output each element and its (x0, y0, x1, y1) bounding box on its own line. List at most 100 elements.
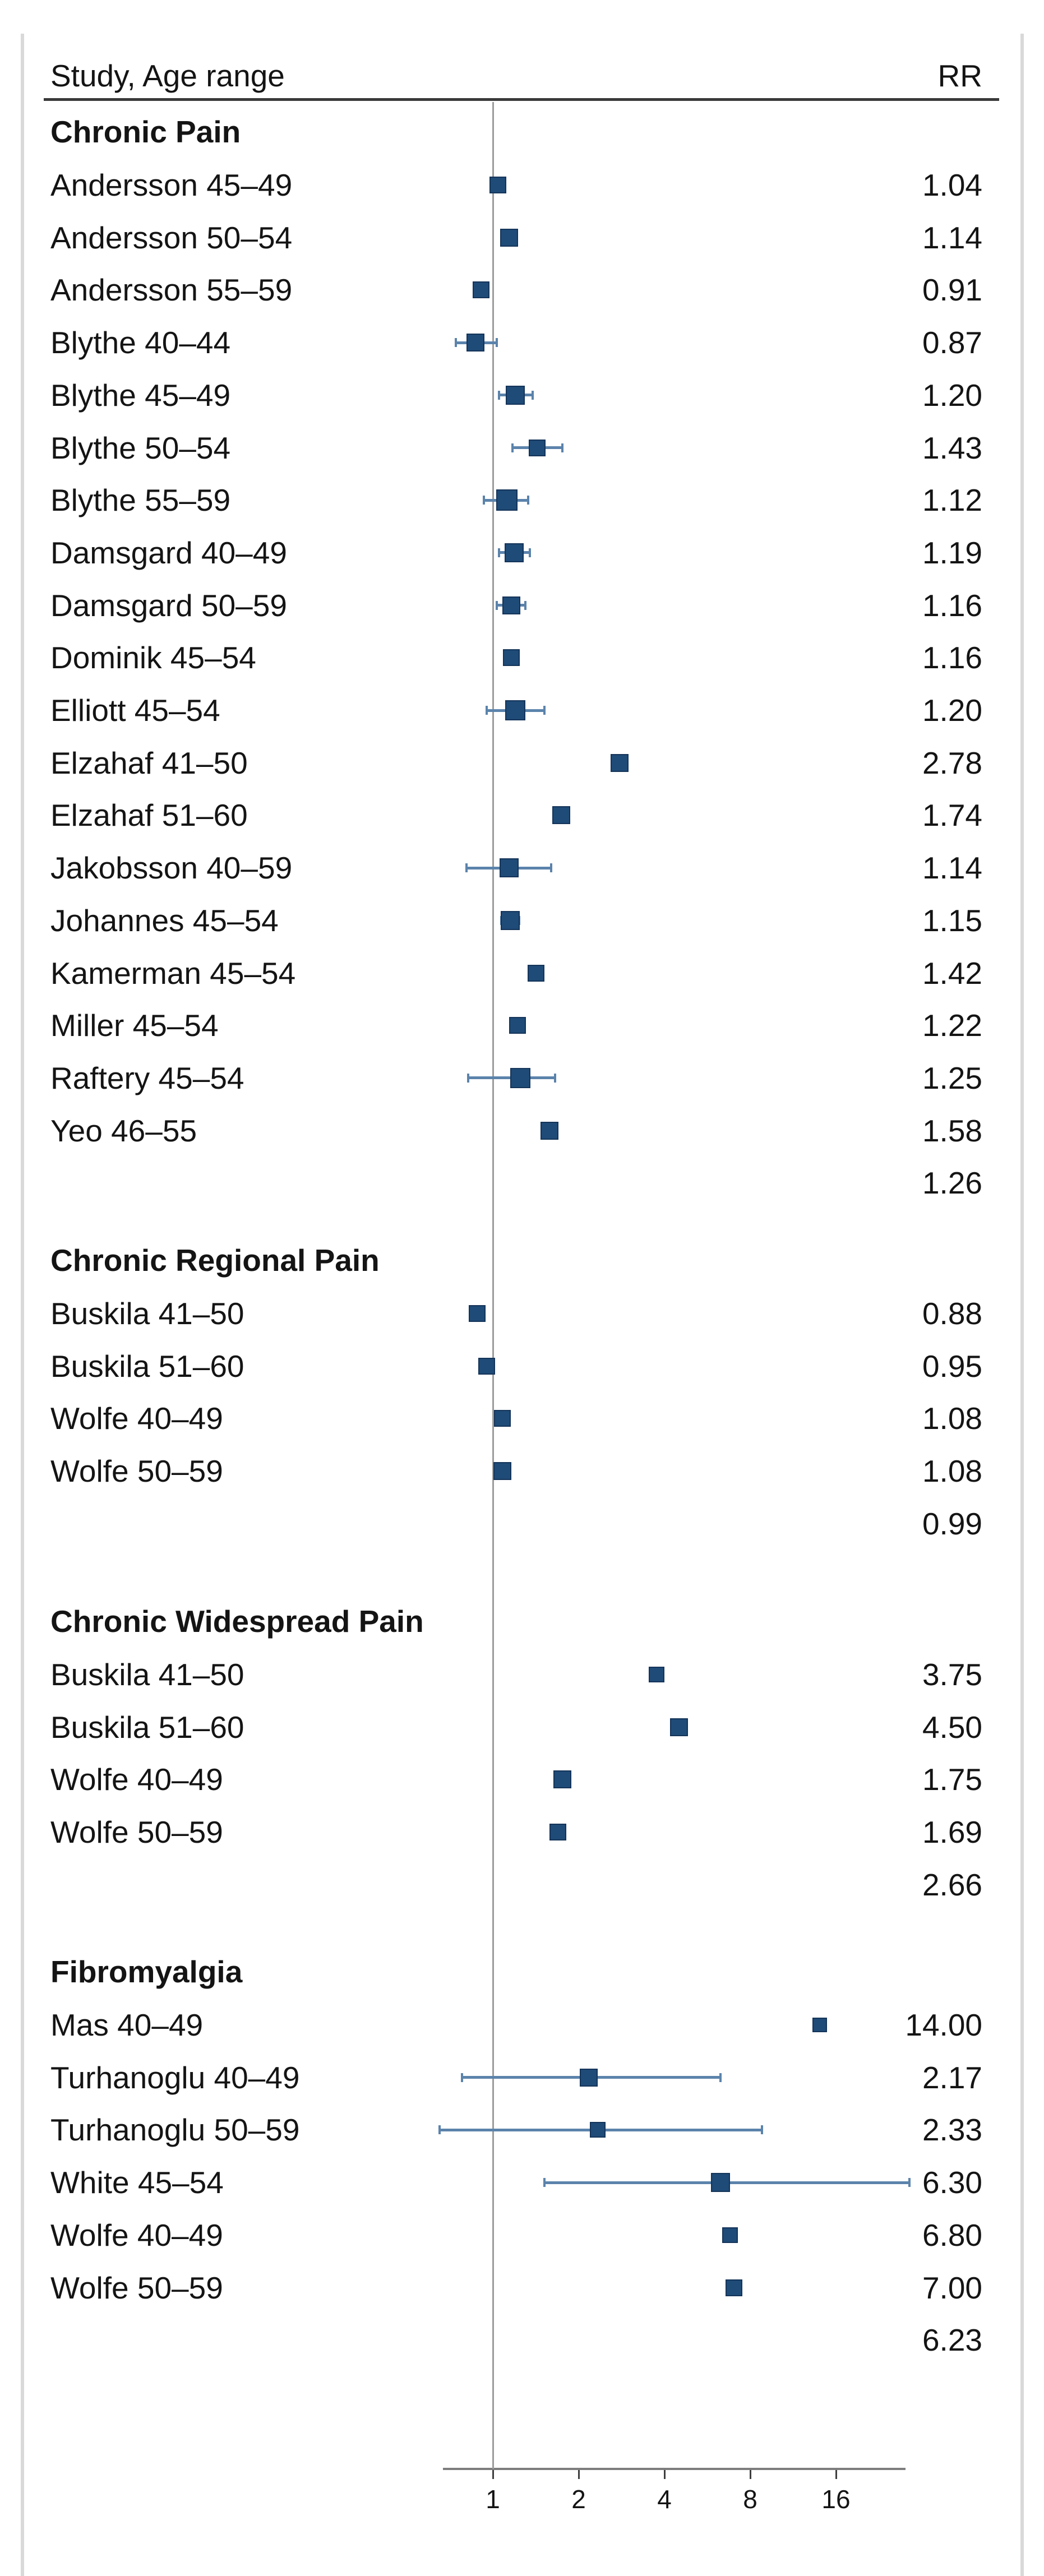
x-axis-tick (492, 2470, 494, 2479)
rr-value: 1.25 (922, 1060, 982, 1095)
point-estimate-square (468, 1305, 486, 1322)
rr-value: 14.00 (905, 2008, 982, 2042)
study-label: Elliott 45–54 (50, 693, 220, 728)
x-axis-tick-label: 2 (571, 2485, 586, 2514)
pooled-rr-value: 2.66 (922, 1867, 982, 1902)
section-title: Fibromyalgia (50, 1954, 243, 1989)
study-label: Damsgard 40–49 (50, 535, 287, 570)
ci-cap-right (524, 600, 526, 610)
study-label: Buskila 41–50 (50, 1296, 244, 1331)
point-estimate-square (589, 2122, 606, 2138)
point-estimate-square (500, 228, 518, 247)
rr-value: 1.69 (922, 1815, 982, 1850)
point-estimate-square (648, 1667, 664, 1682)
study-label: Turhanoglu 50–59 (50, 2112, 300, 2148)
ci-cap-left (461, 2073, 464, 2082)
study-label: Damsgard 50–59 (50, 588, 287, 623)
study-label: Elzahaf 51–60 (50, 798, 248, 833)
study-label: Wolfe 40–49 (50, 1762, 223, 1797)
point-estimate-square (499, 858, 519, 878)
rr-value: 2.78 (922, 745, 982, 780)
study-label: Wolfe 50–59 (50, 2270, 223, 2305)
study-label: Dominik 45–54 (50, 640, 256, 676)
ci-cap-right (549, 863, 552, 873)
study-label: Blythe 45–49 (50, 377, 231, 413)
rr-value: 1.16 (922, 640, 982, 676)
rr-value: 4.50 (922, 1709, 982, 1745)
x-axis-tick-label: 1 (486, 2485, 500, 2514)
point-estimate-square (505, 700, 526, 720)
study-label: Wolfe 50–59 (50, 1815, 223, 1850)
x-axis-tick-label: 16 (821, 2485, 851, 2514)
rr-value: 2.17 (922, 2060, 982, 2095)
point-estimate-square (496, 489, 518, 511)
point-estimate-square (502, 596, 520, 614)
section-title: Chronic Regional Pain (50, 1243, 380, 1278)
point-estimate-square (552, 806, 571, 825)
page-border-left (21, 34, 24, 2576)
rr-value: 2.33 (922, 2112, 982, 2148)
rr-value: 1.20 (922, 693, 982, 728)
ci-cap-right (761, 2125, 764, 2135)
ci-cap-right (719, 2073, 722, 2082)
study-label: Wolfe 50–59 (50, 1454, 223, 1489)
point-estimate-square (493, 1462, 511, 1481)
study-label: Mas 40–49 (50, 2008, 204, 2042)
rr-value: 1.22 (922, 1008, 982, 1043)
ci-cap-right (495, 338, 498, 348)
study-label: Wolfe 40–49 (50, 1401, 223, 1436)
rr-value: 1.74 (922, 798, 982, 833)
ci-cap-left (511, 443, 514, 452)
point-estimate-square (466, 334, 485, 352)
ci-cap-right (561, 443, 563, 452)
study-label: Buskila 41–50 (50, 1657, 244, 1692)
pooled-rr-value: 1.26 (922, 1166, 982, 1201)
point-estimate-square (510, 1067, 531, 1088)
header-rule (44, 98, 999, 101)
point-estimate-square (549, 1824, 566, 1841)
rr-value: 1.08 (922, 1454, 982, 1489)
ci-cap-right (553, 1073, 556, 1083)
point-estimate-square (489, 177, 506, 193)
study-label: Wolfe 40–49 (50, 2217, 223, 2253)
ci-cap-left (485, 706, 488, 715)
section-title: Chronic Pain (50, 114, 241, 149)
point-estimate-square (493, 1410, 511, 1427)
study-label: Raftery 45–54 (50, 1060, 244, 1095)
point-estimate-square (528, 964, 545, 982)
ci-cap-right (543, 706, 546, 715)
ci-cap-left (497, 548, 500, 557)
rr-value: 1.16 (922, 588, 982, 623)
rr-value: 0.95 (922, 1348, 982, 1384)
section-title: Chronic Widespread Pain (50, 1604, 424, 1639)
x-axis-tick (835, 2470, 837, 2479)
study-label: Kamerman 45–54 (50, 955, 296, 991)
rr-value: 1.43 (922, 430, 982, 465)
study-label: Blythe 40–44 (50, 325, 231, 360)
rr-value: 6.80 (922, 2217, 982, 2253)
rr-value: 1.58 (922, 1113, 982, 1148)
rr-value: 1.42 (922, 955, 982, 991)
point-estimate-square (500, 910, 520, 930)
point-estimate-square (509, 1017, 526, 1034)
point-estimate-square (725, 2279, 742, 2296)
rr-value: 0.88 (922, 1296, 982, 1331)
ci-cap-left (543, 2178, 546, 2187)
point-estimate-square (669, 1718, 688, 1736)
ci-cap-right (532, 390, 534, 400)
x-axis-line (443, 2468, 906, 2470)
x-axis-tick-label: 8 (743, 2485, 757, 2514)
rr-value: 1.19 (922, 535, 982, 570)
point-estimate-square (711, 2173, 731, 2193)
rr-value: 7.00 (922, 2270, 982, 2305)
ci-cap-left (465, 863, 468, 873)
study-label: Johannes 45–54 (50, 903, 279, 938)
rr-value: 6.30 (922, 2165, 982, 2200)
study-label: Elzahaf 41–50 (50, 745, 248, 780)
study-label: Blythe 55–59 (50, 483, 231, 518)
x-axis-tick-label: 4 (657, 2485, 672, 2514)
ci-cap-left (467, 1073, 470, 1083)
reference-line-rr1 (492, 102, 494, 2469)
study-label: Blythe 50–54 (50, 430, 231, 465)
